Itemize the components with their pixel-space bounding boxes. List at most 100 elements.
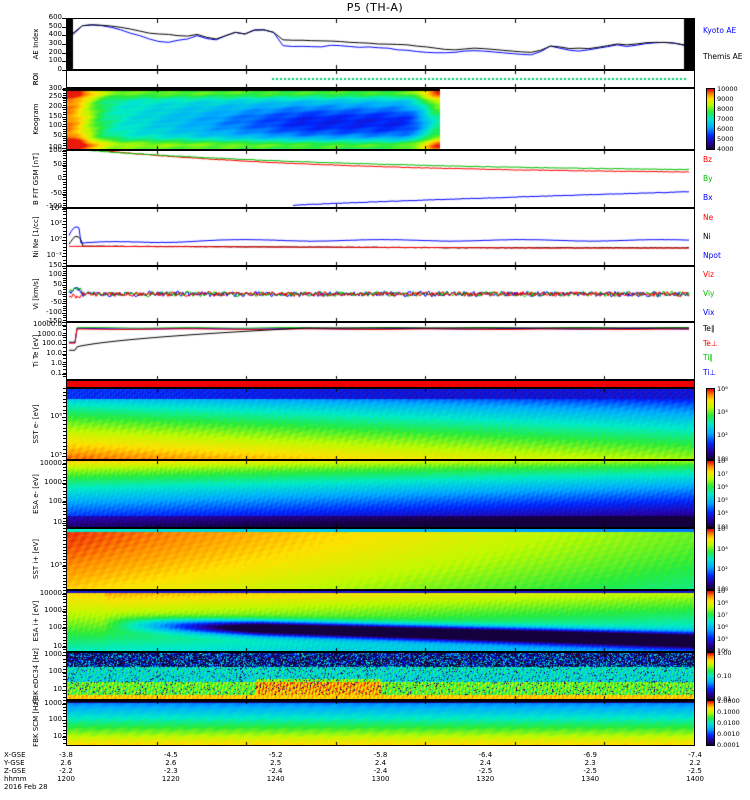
- panel-fbk-b: [66, 700, 695, 746]
- ytick-ae-index: 500: [48, 21, 62, 30]
- minor-tick: [63, 511, 66, 512]
- ytick-ae-index: 0: [57, 65, 62, 73]
- colorbar-sst-ion: [706, 528, 715, 590]
- minor-tick: [63, 480, 66, 482]
- ytick-esa-ion: 100: [48, 623, 62, 632]
- minor-tick: [63, 456, 66, 458]
- ytick-velocity: -150: [46, 317, 62, 325]
- legend-label-temperature: Te∥: [703, 324, 715, 334]
- minor-tick: [63, 354, 66, 356]
- ylabel-sst-ion: SST i+ [eV]: [32, 539, 40, 579]
- minor-tick: [63, 452, 66, 454]
- minor-tick: [63, 336, 66, 338]
- tickmark: [62, 44, 67, 45]
- minor-tick: [63, 298, 66, 300]
- minor-tick: [63, 679, 66, 681]
- minor-tick: [63, 224, 66, 226]
- minor-tick: [63, 391, 66, 393]
- minor-tick: [63, 119, 66, 120]
- colorbar-tick: 6000: [717, 124, 734, 133]
- minor-tick: [63, 305, 66, 307]
- xaxis-tick-value: 2.2: [689, 759, 701, 767]
- minor-tick: [63, 682, 66, 684]
- tickmark: [62, 151, 67, 153]
- colorbar-gradient: [707, 461, 714, 527]
- ytick-esa-electron: 1000: [44, 478, 62, 487]
- minor-tick: [63, 555, 66, 557]
- ytick-velocity: 150: [48, 261, 62, 269]
- ytick-ae-index: 400: [48, 30, 62, 39]
- panel-roi: [66, 70, 695, 88]
- ytick-esa-ion: 10: [53, 642, 62, 651]
- colorbar-gradient: [707, 529, 714, 589]
- minor-tick: [63, 514, 66, 516]
- minor-tick: [63, 477, 66, 478]
- tickmark: [62, 61, 67, 63]
- tickmark: [62, 647, 67, 649]
- colorbar-esa-electron: [706, 460, 715, 528]
- ytick-b-fit: 100: [48, 146, 62, 155]
- minor-tick: [63, 395, 66, 397]
- minor-tick: [63, 639, 66, 641]
- tickmark: [62, 611, 67, 613]
- colorbar-tick: 5000: [717, 134, 734, 143]
- minor-tick: [63, 181, 66, 183]
- minor-tick: [63, 273, 66, 274]
- minor-tick: [63, 672, 66, 674]
- minor-tick: [63, 642, 66, 644]
- colorbar-fbk-e: [706, 652, 715, 700]
- ytick-b-fit: 0: [57, 174, 62, 182]
- minor-tick: [63, 310, 66, 312]
- ytick-temperature: 1000.0: [37, 329, 63, 338]
- minor-tick: [63, 197, 66, 199]
- minor-tick: [63, 202, 66, 204]
- legend-label-velocity: Viz: [703, 270, 714, 280]
- minor-tick: [63, 351, 66, 352]
- colorbar-tick: 10⁸: [717, 456, 728, 465]
- ytick-temperature: 100.0: [41, 339, 62, 348]
- xaxis-tick-value: -2.2: [59, 767, 73, 775]
- xaxis-tick-value: -2.4: [268, 767, 283, 775]
- ytick-keogram: 150: [48, 111, 62, 120]
- minor-tick: [63, 270, 66, 272]
- colorbar-tick: 10⁶: [717, 524, 728, 533]
- minor-tick: [63, 416, 66, 418]
- minor-tick: [63, 361, 66, 363]
- minor-tick: [63, 431, 66, 433]
- legend-label-b-fit: Bz: [703, 154, 713, 164]
- xaxis-tick-value: -5.2: [268, 751, 283, 759]
- minor-tick: [63, 719, 66, 721]
- minor-tick: [63, 217, 66, 219]
- minor-tick: [63, 602, 66, 604]
- tickmark: [62, 35, 67, 37]
- tickmark: [62, 464, 67, 466]
- minor-tick: [63, 549, 66, 551]
- ytick-b-fit: 50: [53, 159, 62, 168]
- minor-tick: [63, 574, 66, 576]
- legend-label-b-fit: Bx: [703, 193, 713, 203]
- minor-tick: [63, 689, 66, 691]
- minor-tick: [63, 176, 66, 178]
- legend-label-temperature: Te⊥: [703, 338, 718, 348]
- tickmark: [62, 593, 67, 595]
- minor-tick: [63, 645, 66, 647]
- minor-tick: [63, 262, 66, 264]
- minor-tick: [63, 599, 66, 601]
- minor-tick: [63, 308, 66, 309]
- colorbar-keogram: [706, 88, 715, 150]
- minor-tick: [63, 240, 66, 242]
- ytick-velocity: 100: [48, 270, 62, 279]
- minor-tick: [63, 145, 66, 147]
- minor-tick: [63, 121, 66, 123]
- tickmark: [62, 654, 67, 656]
- minor-tick: [63, 317, 66, 319]
- minor-tick: [63, 537, 66, 539]
- minor-tick: [63, 109, 66, 111]
- tickmark: [62, 736, 67, 738]
- colorbar-tick: 10⁴: [717, 509, 728, 518]
- minor-tick: [63, 157, 66, 159]
- minor-tick: [63, 427, 66, 429]
- ytick-fbk-e: 100: [48, 667, 62, 676]
- tickmark: [62, 334, 67, 336]
- minor-tick: [63, 312, 66, 314]
